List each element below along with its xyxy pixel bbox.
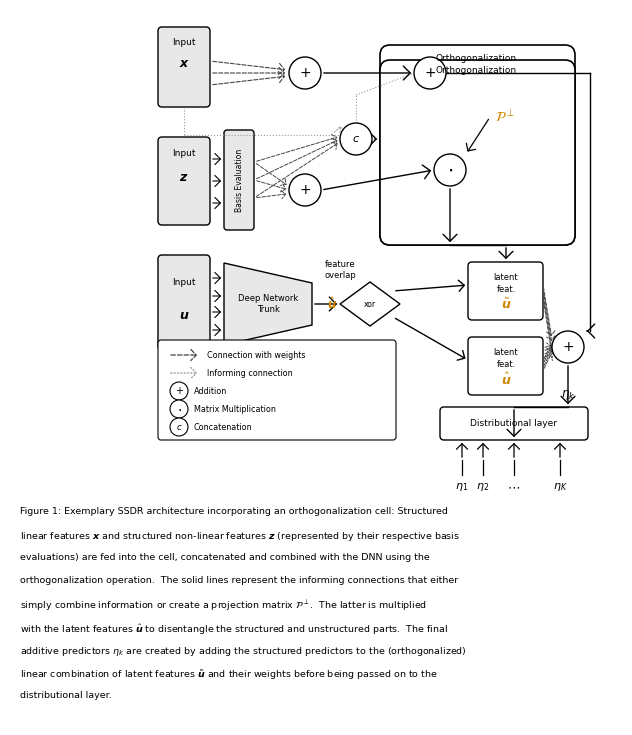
Text: Input: Input [173, 278, 196, 287]
Text: evaluations) are fed into the cell, concatenated and combined with the DNN using: evaluations) are fed into the cell, conc… [20, 553, 430, 562]
Polygon shape [340, 282, 400, 326]
FancyBboxPatch shape [468, 262, 543, 320]
Text: linear features $\boldsymbol{x}$ and structured non-linear features $\boldsymbol: linear features $\boldsymbol{x}$ and str… [20, 530, 460, 543]
Text: with the latent features $\hat{\boldsymbol{u}}$ to disentangle the structured an: with the latent features $\hat{\boldsymb… [20, 622, 448, 637]
Circle shape [170, 382, 188, 400]
Circle shape [552, 331, 584, 363]
Text: simply combine information or create a projection matrix $\mathcal{P}^\perp$.  T: simply combine information or create a p… [20, 599, 427, 614]
Text: $\cdots$: $\cdots$ [507, 481, 521, 493]
Circle shape [170, 400, 188, 418]
FancyBboxPatch shape [440, 407, 588, 440]
Text: latent: latent [494, 273, 518, 282]
Circle shape [434, 154, 466, 186]
Text: distributional layer.: distributional layer. [20, 691, 112, 700]
Text: c: c [353, 134, 359, 144]
Text: $\boldsymbol{x}$: $\boldsymbol{x}$ [179, 57, 190, 70]
Text: additive predictors $\eta_k$ are created by adding the structured predictors to : additive predictors $\eta_k$ are created… [20, 645, 467, 658]
Circle shape [289, 174, 321, 206]
Text: latent: latent [494, 348, 518, 356]
Circle shape [170, 418, 188, 436]
Circle shape [414, 57, 446, 89]
Text: linear combination of latent features $\tilde{\boldsymbol{u}}$ and their weights: linear combination of latent features $\… [20, 668, 438, 682]
FancyBboxPatch shape [380, 60, 575, 245]
Text: Orthogonalization: Orthogonalization [435, 54, 516, 62]
Text: $\boldsymbol{u}$: $\boldsymbol{u}$ [179, 309, 189, 321]
Text: Matrix Multiplication: Matrix Multiplication [194, 404, 276, 414]
Text: $\cdot$: $\cdot$ [176, 402, 181, 416]
FancyBboxPatch shape [158, 27, 210, 107]
Text: c: c [177, 423, 181, 431]
FancyBboxPatch shape [158, 340, 396, 440]
Text: Informing connection: Informing connection [207, 368, 293, 378]
Text: $\eta_K$: $\eta_K$ [552, 481, 568, 493]
Text: $\cdot$: $\cdot$ [447, 160, 453, 179]
Text: +: + [424, 66, 436, 80]
Text: Connection with weights: Connection with weights [207, 351, 305, 359]
Text: $\tilde{\boldsymbol{u}}$: $\tilde{\boldsymbol{u}}$ [501, 298, 511, 312]
Circle shape [340, 123, 372, 155]
Text: Input: Input [173, 148, 196, 157]
Text: +: + [562, 340, 574, 354]
FancyBboxPatch shape [158, 137, 210, 225]
Circle shape [289, 57, 321, 89]
Text: Deep Network
Trunk: Deep Network Trunk [238, 294, 298, 314]
FancyBboxPatch shape [224, 130, 254, 230]
FancyBboxPatch shape [158, 255, 210, 350]
Text: $\hat{\boldsymbol{u}}$: $\hat{\boldsymbol{u}}$ [327, 296, 337, 312]
Text: +: + [299, 66, 311, 80]
Text: +: + [299, 183, 311, 197]
Text: Basis Evaluation: Basis Evaluation [234, 148, 243, 212]
Text: $\boldsymbol{z}$: $\boldsymbol{z}$ [179, 171, 189, 184]
Text: orthogonalization operation.  The solid lines represent the informing connection: orthogonalization operation. The solid l… [20, 576, 458, 585]
FancyBboxPatch shape [380, 45, 575, 245]
FancyBboxPatch shape [468, 337, 543, 395]
Text: $\eta_2$: $\eta_2$ [477, 481, 490, 493]
Text: feat.: feat. [496, 284, 516, 293]
Polygon shape [224, 263, 312, 345]
Text: Input: Input [173, 37, 196, 46]
Text: $\hat{\boldsymbol{u}}$: $\hat{\boldsymbol{u}}$ [501, 372, 511, 388]
Text: $\mathcal{P}^\perp$: $\mathcal{P}^\perp$ [495, 109, 515, 125]
Text: xor: xor [364, 299, 376, 309]
Text: Addition: Addition [194, 387, 228, 395]
Text: Figure 1: Exemplary SSDR architecture incorporating an orthogonalization cell: S: Figure 1: Exemplary SSDR architecture in… [20, 507, 448, 516]
Text: +: + [175, 386, 183, 396]
Text: feature
overlap: feature overlap [324, 260, 356, 280]
Text: Orthogonalization: Orthogonalization [435, 65, 516, 74]
Text: $\eta_k$: $\eta_k$ [561, 388, 575, 402]
Text: Distributional layer: Distributional layer [470, 418, 557, 428]
Text: Concatenation: Concatenation [194, 423, 253, 431]
Text: $\eta_1$: $\eta_1$ [456, 481, 469, 493]
Text: feat.: feat. [496, 359, 516, 368]
